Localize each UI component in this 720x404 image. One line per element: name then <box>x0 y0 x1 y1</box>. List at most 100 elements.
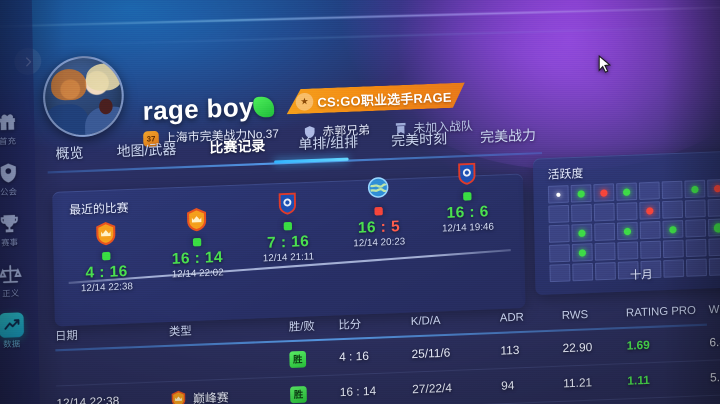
crown-shield-orange-icon <box>170 390 187 404</box>
th-rating-pro: RATING PRO <box>625 304 697 320</box>
th-kda: K/D/A <box>410 314 441 329</box>
sidebar-item-label: 正义 <box>2 288 20 299</box>
tab-solo-party[interactable]: 单排/组排 <box>298 134 359 153</box>
heatmap-cell[interactable] <box>571 223 593 242</box>
tab-perfect-power[interactable]: 完美战力 <box>480 127 537 146</box>
score-sep: : 5 <box>375 217 401 237</box>
heatmap-cell[interactable] <box>662 200 684 219</box>
heatmap-cell[interactable] <box>616 221 638 241</box>
avatar[interactable] <box>42 54 125 139</box>
heatmap-cell[interactable] <box>661 180 683 200</box>
heatmap-cell[interactable] <box>594 222 616 242</box>
heatmap-cell[interactable] <box>547 185 569 204</box>
timeline-match[interactable]: 16 : 14 12/14 22:02 <box>152 205 242 281</box>
cell-we: 6.89 <box>709 335 720 349</box>
heatmap-cell[interactable] <box>594 242 616 261</box>
timeline-score: 16 : 6 <box>446 202 489 223</box>
heatmap-cell[interactable] <box>616 202 638 221</box>
player-nickname: rage boy <box>142 92 255 127</box>
heatmap-cell[interactable] <box>707 218 720 237</box>
timeline-match[interactable]: 16 : 5 12/14 20:23 <box>333 174 423 250</box>
timeline-score: 16 : 14 <box>171 248 224 269</box>
cell-score: 16 : 14 <box>339 384 377 399</box>
sidebar-item-justice[interactable]: 正义 <box>0 262 35 300</box>
timeline-score: 4 : 16 <box>85 262 128 282</box>
tab-maps-weapons[interactable]: 地图/武器 <box>116 141 177 160</box>
heatmap-dot <box>623 227 632 235</box>
heatmap-cell[interactable] <box>639 220 661 240</box>
timeline-match[interactable]: 7 : 16 12/14 21:11 <box>243 189 333 265</box>
left-sidebar: 首充 公会 赛事 正义 <box>0 0 41 404</box>
guild-meta[interactable]: 赤郭兄弟 <box>302 121 371 140</box>
heatmap-cell[interactable] <box>571 243 593 262</box>
th-adr: ADR <box>499 311 524 325</box>
th-date: 日期 <box>54 329 78 344</box>
timeline-match[interactable]: 16 : 6 12/14 19:46 <box>422 159 512 235</box>
timeline-match[interactable]: 4 : 16 12/14 22:38 <box>61 219 151 295</box>
heatmap-cell[interactable] <box>708 237 720 257</box>
heatmap-dot <box>556 192 561 197</box>
globe-icon <box>367 176 390 202</box>
cell-score: 4 : 16 <box>338 349 370 364</box>
heatmap-cell[interactable] <box>617 241 639 260</box>
activity-card: 活跃度 十月 <box>532 150 720 296</box>
sidebar-item-label: 赛事 <box>1 237 19 248</box>
crest-shield-blue-icon <box>276 191 299 217</box>
heatmap-cell[interactable] <box>684 179 706 199</box>
heatmap-cell[interactable] <box>571 203 593 223</box>
heatmap-cell[interactable] <box>549 244 571 263</box>
result-badge: 胜 <box>290 385 307 403</box>
green-leaf-badge-icon[interactable] <box>253 96 275 118</box>
heatmap-cell[interactable] <box>570 184 592 203</box>
cell-type-label: 巅峰赛 <box>192 391 229 404</box>
timeline-score: 16 : 5 <box>334 217 423 238</box>
cell-rws: 11.21 <box>563 376 593 390</box>
sidebar-item-data[interactable]: 数据 <box>0 312 36 351</box>
heatmap-dot <box>578 248 587 257</box>
th-type: 类型 <box>168 325 192 339</box>
timeline-date: 12/14 22:02 <box>171 267 224 281</box>
cell-adr: 113 <box>500 343 520 358</box>
heatmap-cell[interactable] <box>684 199 706 218</box>
heatmap-dot <box>622 187 631 196</box>
heatmap-cell[interactable] <box>640 240 662 259</box>
heatmap-cell[interactable] <box>593 183 615 202</box>
activity-title: 活跃度 <box>547 167 584 182</box>
heatmap-cell[interactable] <box>685 238 707 258</box>
heatmap-dot <box>577 189 585 198</box>
team-meta[interactable]: 未加入战队 <box>393 117 473 137</box>
heatmap-cell[interactable] <box>662 219 684 239</box>
heatmap-cell[interactable] <box>662 239 684 259</box>
profile-header: rage boy CS:GO职业选手RAGE ★ 37 上海市完美战力No.37… <box>42 27 623 148</box>
heatmap-cell[interactable] <box>639 201 661 220</box>
heatmap-cell[interactable] <box>707 178 720 198</box>
heatmap-cell[interactable] <box>548 224 570 243</box>
th-rws: RWS <box>561 308 589 323</box>
sidebar-item-label: 公会 <box>0 187 18 198</box>
heatmap-cell[interactable] <box>685 219 707 238</box>
heatmap-dot <box>578 229 586 237</box>
profile-meta-row: 37 上海市完美战力No.37 赤郭兄弟 未加入战队 <box>143 117 473 147</box>
heatmap-cell[interactable] <box>707 198 720 217</box>
tab-perfect-moments[interactable]: 完美时刻 <box>391 130 448 149</box>
heatmap-cell[interactable] <box>616 182 638 201</box>
sidebar-item-gift[interactable]: 首充 <box>0 110 32 148</box>
cell-kda: 27/22/4 <box>412 381 453 396</box>
crown-shield-orange-icon <box>94 220 117 246</box>
cell-type: 巅峰赛 <box>170 386 290 404</box>
avatar-detail <box>50 68 87 101</box>
active-tile <box>0 312 25 339</box>
tab-overview[interactable]: 概览 <box>55 145 84 162</box>
score-own: 16 <box>357 218 377 237</box>
table-row[interactable]: 12/14 22:38 巅峰赛 胜 16 : 14 27/22/4 94 11.… <box>56 359 720 404</box>
heatmap-cell[interactable] <box>548 204 570 224</box>
avatar-detail <box>43 103 90 139</box>
sidebar-item-guild[interactable]: 公会 <box>0 161 33 199</box>
heatmap-cell[interactable] <box>638 181 660 200</box>
cell-date: 12/14 22:38 <box>56 394 120 404</box>
sidebar-item-events[interactable]: 赛事 <box>0 211 34 249</box>
heatmap-cell[interactable] <box>593 203 615 222</box>
tab-match-records[interactable]: 比赛记录 <box>209 138 266 156</box>
